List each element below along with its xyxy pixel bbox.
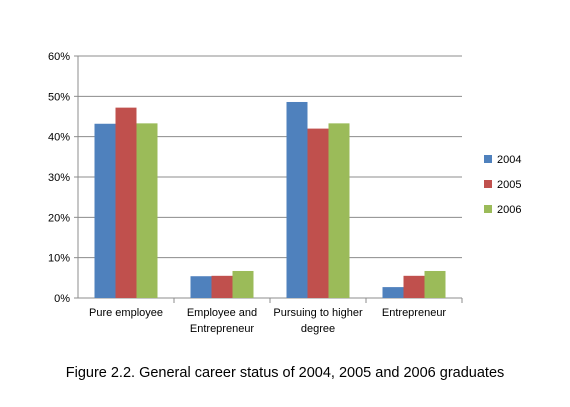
x-category-label: Entrepreneur bbox=[382, 307, 447, 319]
x-category-label: Employee and Entrepreneur bbox=[187, 307, 257, 335]
legend-swatch-2005 bbox=[484, 180, 492, 188]
bar-2005-2 bbox=[307, 128, 329, 298]
y-tick-label: 60% bbox=[48, 51, 70, 63]
bar-2006-1 bbox=[232, 270, 254, 298]
legend-label-2005: 2005 bbox=[497, 179, 521, 191]
legend-swatch-2006 bbox=[484, 205, 492, 213]
figure-caption: Figure 2.2. General career status of 200… bbox=[65, 365, 505, 381]
bar-2005-0 bbox=[115, 107, 137, 298]
bar-2006-2 bbox=[328, 123, 350, 299]
y-tick-label: 0% bbox=[54, 293, 70, 305]
bar-2004-3 bbox=[382, 287, 404, 298]
bar-2006-0 bbox=[136, 123, 158, 299]
y-tick-label: 20% bbox=[48, 212, 70, 224]
bar-2006-3 bbox=[424, 270, 446, 298]
y-tick-label: 10% bbox=[48, 253, 70, 265]
x-category-label: Pursuing to higher degree bbox=[273, 307, 363, 335]
bar-2004-1 bbox=[190, 276, 212, 298]
bar-2005-3 bbox=[403, 275, 425, 298]
bar-2004-2 bbox=[286, 101, 308, 298]
legend-label-2006: 2006 bbox=[497, 204, 521, 216]
x-category-label: Pure employee bbox=[89, 307, 163, 319]
y-tick-label: 30% bbox=[48, 172, 70, 184]
y-tick-label: 50% bbox=[48, 91, 70, 103]
bar-2005-1 bbox=[211, 275, 233, 298]
y-tick-label: 40% bbox=[48, 132, 70, 144]
legend-swatch-2004 bbox=[484, 155, 492, 163]
bar-chart: 0% 10% 20% 30% 40% 50% 60% Pure employee Employe… bbox=[48, 51, 522, 335]
bar-2004-0 bbox=[94, 123, 116, 298]
legend-label-2004: 2004 bbox=[497, 154, 521, 166]
